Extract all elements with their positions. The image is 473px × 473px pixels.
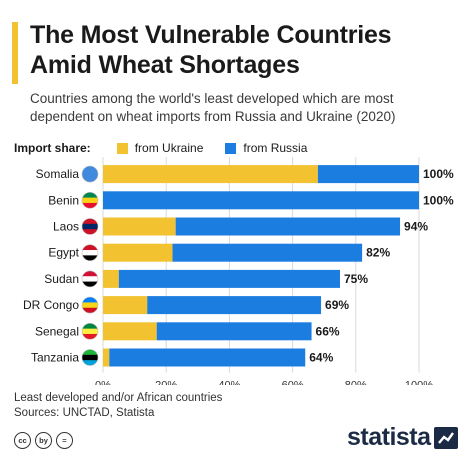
flag-outline [81,296,99,314]
brand-logo: statista [347,423,458,452]
total-label: 75% [344,272,368,286]
bar-ukraine [103,243,173,262]
flag-outline [81,165,99,183]
legend-swatch-russia [225,142,237,154]
x-tick-label: 60% [282,380,304,385]
bar-ukraine [103,296,148,315]
bar-russia [147,296,322,315]
flag-icon [82,297,98,314]
bar-russia [317,165,419,184]
category-label: Egypt [48,246,79,260]
bar-russia [109,348,306,367]
legend-text-russia: from Russia [243,141,308,155]
category-label: DR Congo [23,298,79,312]
brand-mark-icon [433,426,458,449]
flag-outline [81,270,99,288]
category-label: Benin [48,193,79,207]
cc-icon: cc [14,432,31,449]
attribution-icon: by [35,432,52,449]
total-label: 66% [316,324,340,338]
bar-russia [103,191,419,210]
bar-ukraine [103,348,110,367]
bar-russia [156,322,312,341]
total-label: 64% [309,351,333,365]
flag-icon [82,166,98,183]
flag-icon [82,270,98,287]
x-tick-label: 40% [218,380,240,385]
flag-icon [82,218,98,235]
title-line-2: Amid Wheat Shortages [30,51,300,79]
category-label: Somalia [36,167,80,181]
x-tick-label: 0% [95,380,111,385]
legend-label: Import share: [14,141,91,155]
bar-ukraine [103,322,157,341]
flag-icon [82,349,98,366]
legend-item-ukraine: from Ukraine [116,141,204,155]
page-title: The Most Vulnerable Countries Amid Wheat… [30,20,460,80]
bar-ukraine [103,165,318,184]
x-tick-label: 80% [345,380,367,385]
total-label: 100% [423,167,454,181]
flag-outline [81,218,99,235]
no-derivatives-icon: = [56,432,73,449]
legend-item-russia: from Russia [225,141,307,155]
brand-wordmark: statista [347,423,431,451]
title-line-1: The Most Vulnerable Countries [30,21,392,49]
flag-icon [82,323,98,340]
subtitle-line-2: dependent on wheat imports from Russia a… [30,109,396,124]
legend-swatch-ukraine [116,142,128,154]
bar-russia [175,217,401,236]
category-label: Sudan [44,272,79,286]
category-label: Senegal [35,324,79,338]
bar-chart: 0% 20% 40% 60% 80% 100% Somalia 100% Benin 100% La… [23,157,454,385]
x-tick-label: 20% [155,380,177,385]
category-label: Laos [53,220,79,234]
footnote: Least developed and/or African countries… [14,391,222,421]
legend-text-ukraine: from Ukraine [134,141,204,155]
flag-icon [82,244,98,261]
category-label: Tanzania [31,351,79,365]
accent-bar [12,22,18,84]
total-label: 69% [325,298,349,312]
bar-russia [118,269,340,288]
license-icons: cc by = [14,432,77,449]
flag-outline [81,349,99,366]
total-label: 100% [423,193,454,207]
x-tick-label: 100% [405,380,433,385]
total-label: 94% [404,220,428,234]
flag-outline [81,323,99,340]
total-label: 82% [366,246,390,260]
flag-icon [82,192,98,209]
bar-russia [172,243,363,262]
footnote-note: Least developed and/or African countries [14,392,223,404]
subtitle-line-1: Countries among the world's least develo… [30,91,394,106]
bar-ukraine [103,217,176,236]
subtitle: Countries among the world's least develo… [30,90,465,126]
flag-outline [81,244,99,261]
footnote-sources: Sources: UNCTAD, Statista [14,407,155,419]
flag-outline [81,191,99,209]
bar-ukraine [103,269,119,288]
legend: Import share: from Ukraine from Russia [14,141,329,155]
